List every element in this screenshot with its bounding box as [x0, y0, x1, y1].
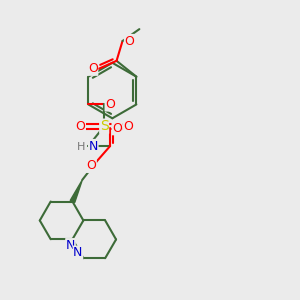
Text: N: N	[66, 239, 75, 252]
Text: O: O	[86, 159, 96, 172]
Text: H: H	[77, 142, 86, 152]
Text: O: O	[76, 120, 85, 133]
Text: S: S	[100, 119, 109, 133]
Text: N: N	[73, 246, 83, 259]
Text: O: O	[124, 34, 134, 47]
Text: O: O	[123, 120, 133, 133]
Text: N: N	[88, 140, 98, 152]
Text: O: O	[88, 62, 98, 75]
Text: O: O	[105, 98, 115, 111]
Text: O: O	[112, 122, 122, 135]
Polygon shape	[70, 180, 82, 202]
